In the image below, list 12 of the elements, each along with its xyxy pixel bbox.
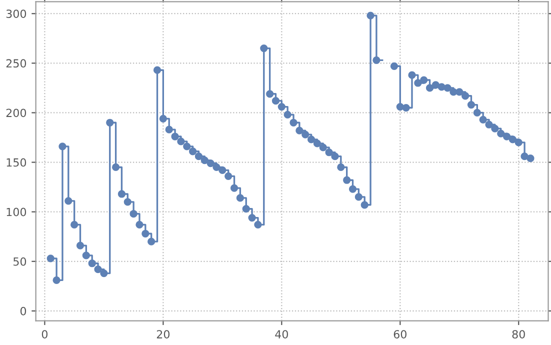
x-tick-label: 0 bbox=[42, 330, 48, 338]
y-tick-label: 200 bbox=[6, 108, 26, 118]
x-tick-label: 40 bbox=[275, 330, 288, 338]
y-tick-label: 100 bbox=[6, 208, 26, 216]
x-tick-label: 80 bbox=[512, 330, 525, 338]
y-tick-label: 50 bbox=[14, 257, 26, 266]
y-tick-label: 0 bbox=[20, 306, 26, 316]
y-tick-label: 300 bbox=[6, 10, 26, 18]
y-tick-label: 250 bbox=[6, 59, 26, 68]
x-tick-label: 60 bbox=[394, 330, 406, 338]
y-tick-label: 150 bbox=[6, 158, 26, 167]
x-tick-label: 20 bbox=[156, 330, 170, 338]
